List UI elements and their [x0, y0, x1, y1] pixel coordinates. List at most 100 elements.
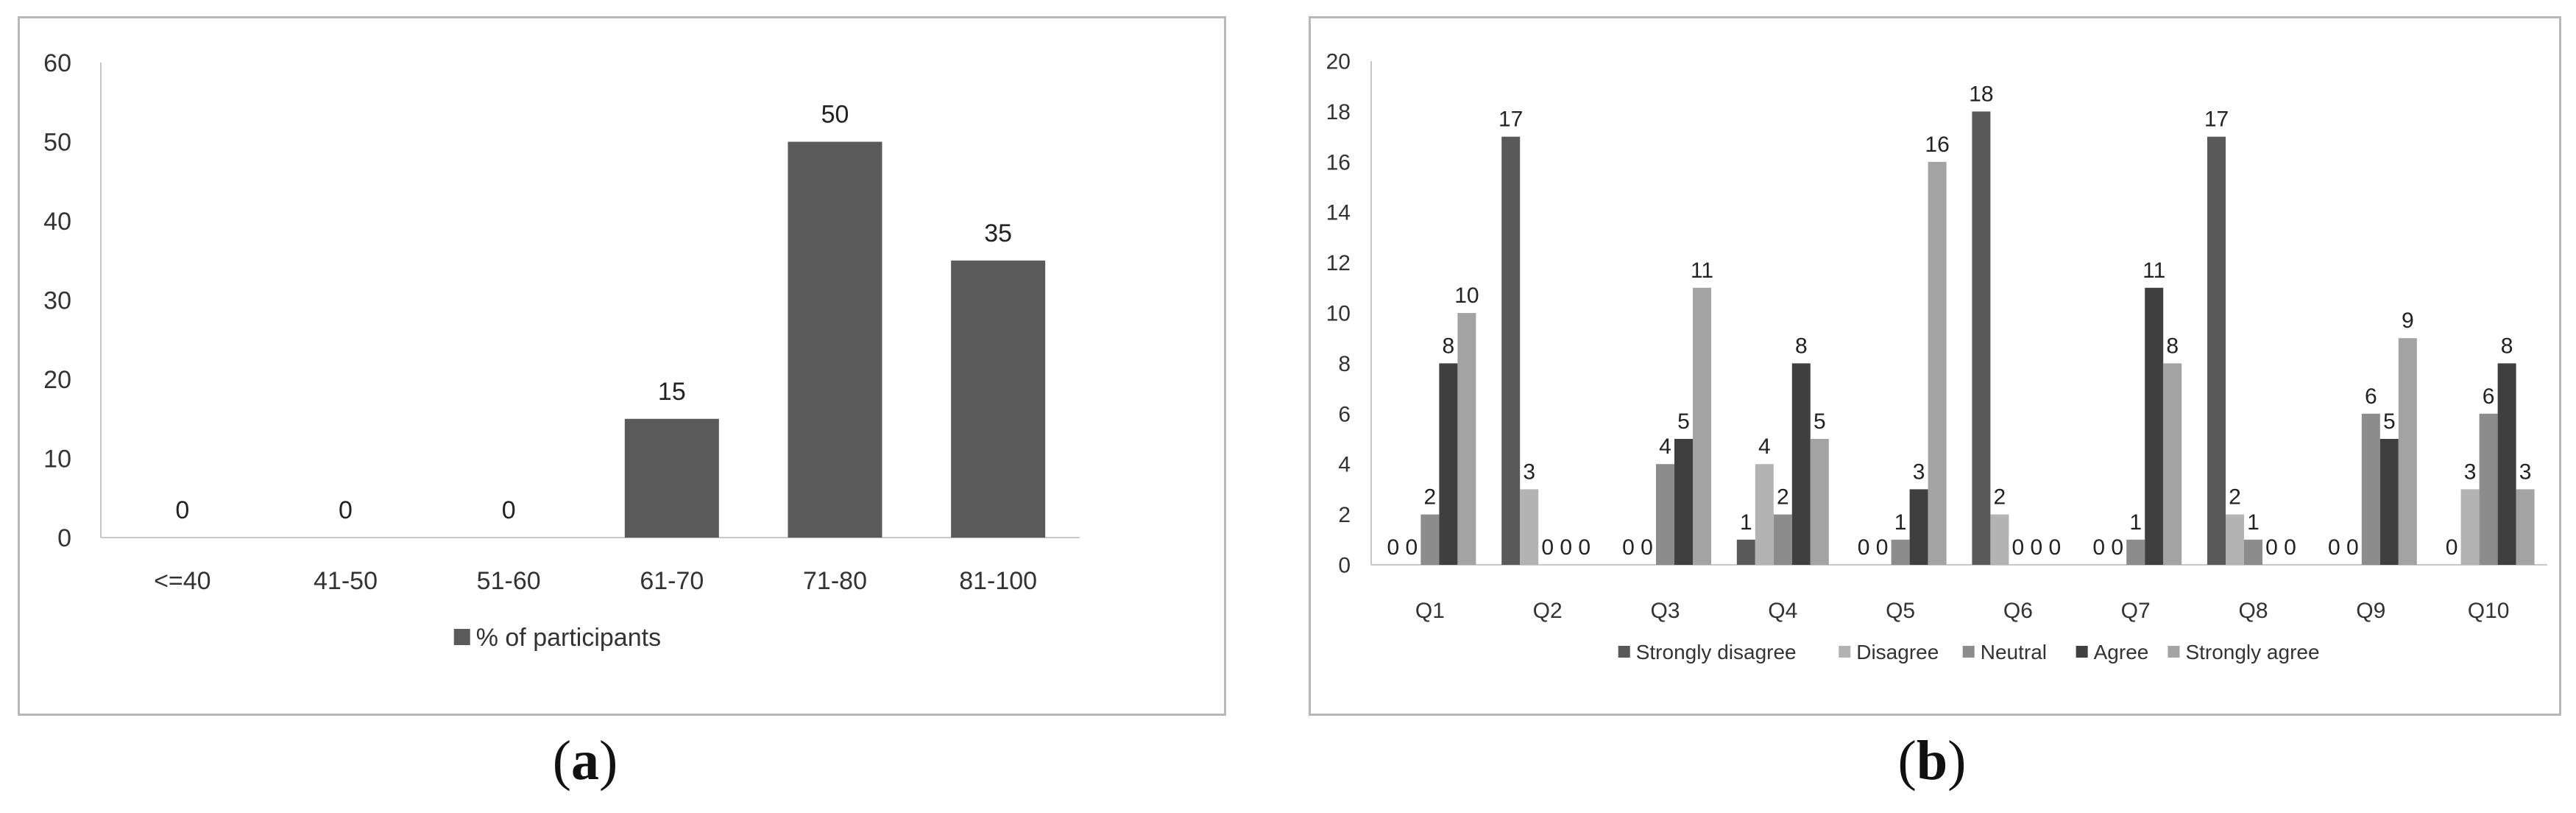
data-label: 0 [2328, 535, 2340, 560]
y-tick-label: 30 [43, 286, 71, 314]
bar-neutral-q10 [2479, 413, 2498, 565]
data-label: 1 [2247, 510, 2260, 535]
data-label: 18 [1969, 82, 1993, 106]
data-label: 8 [1443, 334, 1455, 358]
legend-swatch-neutral [1962, 646, 1975, 658]
data-label: 3 [2464, 460, 2477, 484]
data-label: 0 [2111, 535, 2123, 560]
y-tick-label: 20 [43, 366, 71, 394]
data-label: 11 [1691, 258, 1713, 283]
y-tick-label: 8 [1338, 352, 1351, 376]
bar-neutral-q9 [2361, 413, 2380, 565]
bar-strongly-agree-q4 [1810, 439, 1829, 565]
data-label: 0 [2446, 535, 2458, 560]
data-label: 0 [1406, 535, 1418, 560]
data-label: 0 [2049, 535, 2062, 560]
x-category-label: Q1 [1415, 599, 1445, 623]
data-label: 0 [502, 496, 516, 524]
y-tick-label: 6 [1338, 402, 1351, 426]
data-label: 0 [2092, 535, 2105, 560]
bar-of-participants-61-70 [624, 418, 719, 538]
bar-strongly-agree-q3 [1693, 287, 1711, 565]
x-category-label: Q5 [1886, 599, 1915, 623]
y-tick-label: 18 [1326, 100, 1351, 124]
legend-swatch-disagree [1839, 646, 1851, 658]
data-label: 5 [2383, 409, 2396, 434]
legend-label: % of participants [476, 624, 661, 652]
bar-strongly-agree-q9 [2398, 338, 2417, 565]
y-tick-label: 10 [43, 445, 71, 473]
data-label: 2 [2229, 485, 2241, 510]
data-label: 6 [2365, 384, 2377, 409]
bar-strongly-disagree-q2 [1501, 136, 1521, 566]
y-tick-label: 20 [1326, 50, 1351, 74]
legend-label: Neutral [1981, 641, 2047, 664]
chart-a-svg: 0 10 20 30 40 50 60 <=40 0 41-50 0 51-60 0 61-70 15 71-… [43, 49, 1080, 652]
bar-strongly-disagree-q4 [1736, 539, 1755, 565]
legend-swatch-agree [2076, 646, 2088, 658]
x-category-label: 71-80 [803, 567, 867, 595]
data-label: 0 [1560, 535, 1572, 560]
y-tick-label: 2 [1338, 503, 1351, 527]
data-label: 3 [1913, 460, 1925, 484]
y-tick-label: 60 [43, 49, 71, 77]
bar-of-participants-81-100 [951, 260, 1046, 538]
caption-a: (a) [552, 730, 618, 792]
bar-strongly-agree-q7 [2163, 363, 2182, 565]
data-label: 2 [1994, 485, 2006, 510]
bar-agree-q3 [1674, 439, 1693, 565]
y-tick-label: 40 [43, 208, 71, 236]
bar-neutral-q3 [1656, 464, 1674, 565]
chart-panel-a: 0 10 20 30 40 50 60 <=40 0 41-50 0 51-60 0 61-70 15 71-… [18, 16, 1226, 716]
data-label: 16 [1925, 133, 1949, 157]
x-category-label: Q2 [1533, 599, 1563, 623]
data-label: 0 [1858, 535, 1870, 560]
bar-neutral-q5 [1891, 539, 1910, 565]
x-category-label: <=40 [154, 567, 211, 595]
y-tick-label: 0 [57, 524, 71, 552]
data-label: 15 [658, 378, 686, 406]
bar-agree-q9 [2379, 439, 2399, 565]
x-category-label: 41-50 [314, 567, 378, 595]
data-label: 8 [1795, 334, 1808, 358]
data-label: 8 [2166, 334, 2179, 358]
x-category-label: 51-60 [477, 567, 541, 595]
data-label: 10 [1454, 284, 1479, 308]
legend-label: Strongly agree [2185, 641, 2319, 664]
y-tick-label: 4 [1338, 453, 1351, 477]
bar-disagree-q8 [2226, 514, 2244, 565]
data-label: 3 [1523, 460, 1535, 484]
bar-neutral-q7 [2126, 539, 2145, 565]
bar-disagree-q2 [1520, 489, 1539, 565]
data-label: 2 [1424, 485, 1437, 510]
data-label: 17 [2204, 108, 2229, 132]
legend-label: Strongly disagree [1636, 641, 1797, 664]
data-label: 0 [1641, 535, 1653, 560]
bar-disagree-q10 [2460, 489, 2480, 565]
bar-neutral-q4 [1773, 514, 1792, 565]
x-category-label: Q8 [2238, 599, 2268, 623]
data-label: 0 [2265, 535, 2278, 560]
legend-swatch-strongly-agree [2168, 646, 2180, 658]
data-label: 50 [821, 101, 849, 129]
data-label: 1 [1894, 510, 1907, 535]
data-label: 0 [2012, 535, 2025, 560]
bar-strongly-disagree-q6 [1972, 111, 1991, 565]
x-category-label: Q4 [1768, 599, 1797, 623]
y-tick-label: 50 [43, 128, 71, 156]
x-category-label: Q10 [2468, 599, 2510, 623]
bar-agree-q5 [1909, 489, 1928, 565]
bar-neutral-q8 [2244, 539, 2262, 565]
bar-strongly-disagree-q8 [2207, 136, 2226, 566]
y-tick-label: 16 [1326, 150, 1351, 175]
legend-label: Disagree [1856, 641, 1939, 664]
data-label: 6 [2483, 384, 2495, 409]
data-label: 0 [1387, 535, 1400, 560]
data-label: 0 [1622, 535, 1635, 560]
data-label: 0 [175, 496, 189, 524]
bar-agree-q1 [1439, 363, 1458, 565]
data-label: 4 [1659, 434, 1671, 459]
data-label: 3 [2519, 460, 2532, 484]
y-tick-label: 14 [1326, 201, 1351, 225]
y-tick-label: 10 [1326, 302, 1351, 326]
